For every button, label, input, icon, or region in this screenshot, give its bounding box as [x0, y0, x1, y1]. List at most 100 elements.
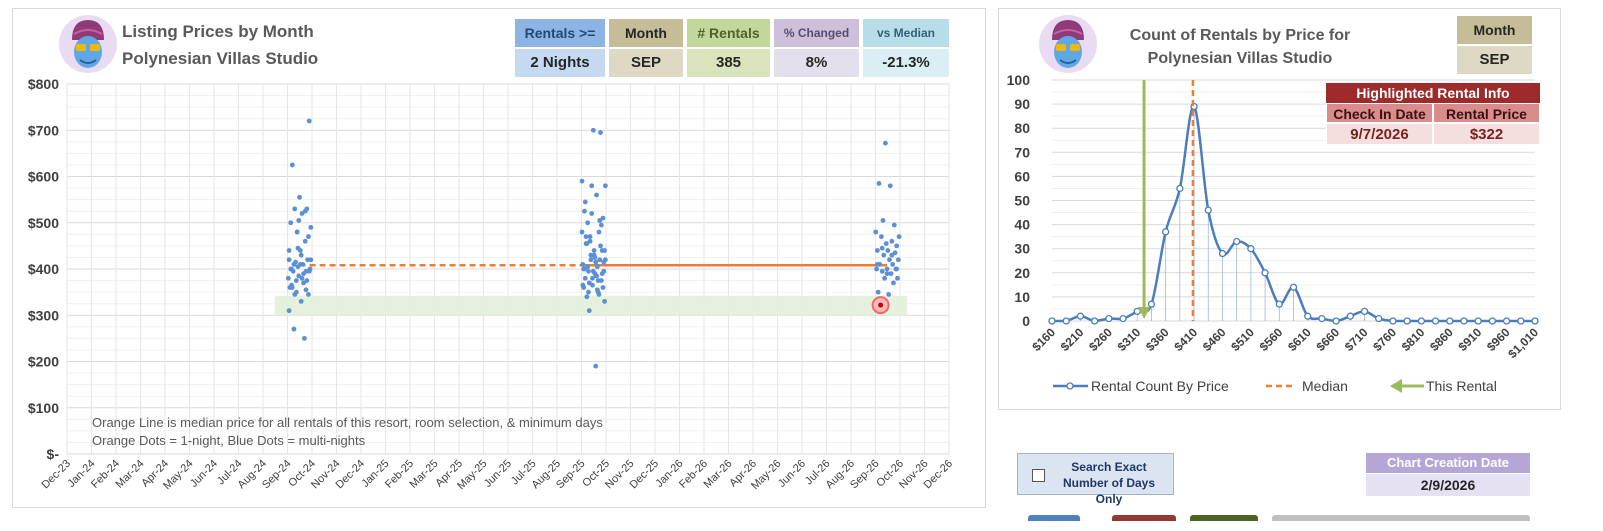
- scatter-point: [589, 211, 595, 216]
- kpi-value: -21.3%: [863, 47, 949, 77]
- highlight-col-checkin: Check In Date: [1326, 103, 1433, 123]
- scatter-point: [293, 278, 299, 283]
- scatter-point: [291, 261, 297, 267]
- kpi-value: 2 Nights: [515, 47, 605, 77]
- scatter-point: [308, 257, 314, 263]
- scatter-point: [875, 289, 881, 295]
- listing-prices-panel: [12, 8, 986, 508]
- line-point: [1147, 300, 1156, 308]
- highlight-title: Highlighted Rental Info: [1326, 83, 1540, 103]
- scatter-point: [598, 243, 603, 249]
- y-tick-label: $500: [28, 215, 59, 231]
- scatter-point: [597, 218, 603, 223]
- scatter-point: [589, 183, 595, 189]
- scatter-point: [306, 268, 312, 274]
- kpi-header: % Changed: [774, 19, 859, 47]
- scatter-point: [879, 234, 884, 240]
- scatter-point: [886, 292, 892, 297]
- scatter-point: [296, 218, 302, 223]
- y-tick-label: $100: [28, 400, 59, 416]
- right-title-line2: Polynesian Villas Studio: [1147, 50, 1333, 67]
- chart-creation-date: Chart Creation Date 2/9/2026: [1366, 453, 1530, 496]
- bottom-button-blue[interactable]: [1028, 515, 1080, 521]
- scatter-point: [301, 335, 307, 341]
- scatter-point: [890, 261, 896, 267]
- y-tick-label: 20: [1014, 265, 1030, 281]
- highlight-price-value: $322: [1433, 123, 1540, 145]
- scatter-point: [308, 224, 314, 230]
- scatter-point: [583, 234, 589, 240]
- line-point: [1446, 317, 1454, 325]
- scatter-point: [595, 278, 601, 283]
- scatter-point: [582, 275, 588, 281]
- scatter-point: [585, 220, 591, 226]
- y-tick-label: 0: [1022, 313, 1030, 329]
- line-point: [1389, 317, 1397, 325]
- line-point: [1531, 317, 1539, 325]
- chart-note-dots: Orange Dots = 1-night, Blue Dots = multi…: [92, 433, 366, 448]
- scatter-point: [590, 127, 596, 133]
- y-tick-label: $300: [28, 307, 59, 323]
- scatter-point: [896, 234, 902, 240]
- line-point: [1247, 245, 1255, 253]
- highlight-checkin-value: 9/7/2026: [1326, 123, 1433, 145]
- scatter-point: [288, 220, 294, 226]
- listing-prices-scatter-chart: $800 $700 $600 $500 $400 $300 $200 $100 $-Dec-23…: [28, 76, 955, 492]
- scatter-point: [602, 257, 608, 263]
- y-tick-label: 60: [1014, 168, 1030, 184]
- scatter-point: [891, 222, 897, 228]
- scatter-point: [306, 234, 311, 240]
- scatter-point: [294, 229, 300, 235]
- kpi-header: vs Median: [863, 19, 949, 47]
- genie-mascot-icon: [59, 15, 117, 73]
- line-point: [1474, 317, 1482, 325]
- checkbox-box[interactable]: [1032, 469, 1045, 482]
- search-exact-days-checkbox[interactable]: Search Exact Number of Days Only: [1017, 453, 1174, 506]
- scatter-point: [883, 241, 889, 246]
- right-month-value: SEP: [1457, 44, 1532, 74]
- x-tick-label: $560: [1257, 325, 1286, 354]
- scatter-point: [582, 208, 587, 214]
- scatter-point: [891, 280, 896, 286]
- x-tick-label: $810: [1399, 325, 1428, 354]
- scatter-point: [292, 292, 298, 297]
- scatter-point: [298, 298, 304, 304]
- scatter-point: [874, 266, 879, 272]
- kpi-value: 8%: [774, 47, 859, 77]
- x-tick-label: $1,010: [1505, 325, 1541, 361]
- y-tick-label: $800: [28, 76, 59, 92]
- scatter-point: [895, 275, 900, 281]
- kpi-0: Rentals >= 2 Nights: [515, 19, 605, 77]
- line-point: [1218, 249, 1227, 258]
- highlighted-point: [878, 302, 884, 308]
- line-point: [1062, 317, 1070, 325]
- scatter-point: [289, 285, 295, 290]
- scatter-point: [302, 208, 308, 214]
- x-tick-label: Jun-26: [776, 458, 808, 490]
- y-tick-label: $700: [28, 122, 59, 138]
- scatter-point: [590, 268, 596, 274]
- line-point: [1460, 317, 1468, 325]
- legend-arrow-icon: [1390, 379, 1402, 393]
- scatter-point: [299, 275, 305, 281]
- scatter-point: [889, 238, 895, 244]
- search-exact-days-label: Search Exact Number of Days Only: [1062, 460, 1156, 506]
- line-point: [1090, 317, 1099, 325]
- scatter-point: [297, 194, 302, 200]
- y-tick-label: 10: [1014, 289, 1030, 305]
- y-tick-label: $600: [28, 169, 59, 185]
- bottom-button-gray[interactable]: [1272, 515, 1530, 521]
- x-tick-label: $160: [1029, 325, 1058, 354]
- kpi-4: vs Median -21.3%: [863, 19, 949, 77]
- y-tick-label: 50: [1014, 193, 1030, 209]
- scatter-point: [597, 257, 603, 263]
- scatter-point: [884, 266, 890, 272]
- scatter-point: [584, 294, 590, 300]
- kpi-value: SEP: [609, 47, 683, 77]
- scatter-point: [586, 268, 591, 274]
- bottom-button-green[interactable]: [1190, 515, 1258, 521]
- scatter-point: [586, 280, 592, 286]
- y-tick-label: 70: [1014, 144, 1030, 160]
- bottom-button-red[interactable]: [1112, 515, 1176, 521]
- kpi-header: Month: [609, 19, 683, 47]
